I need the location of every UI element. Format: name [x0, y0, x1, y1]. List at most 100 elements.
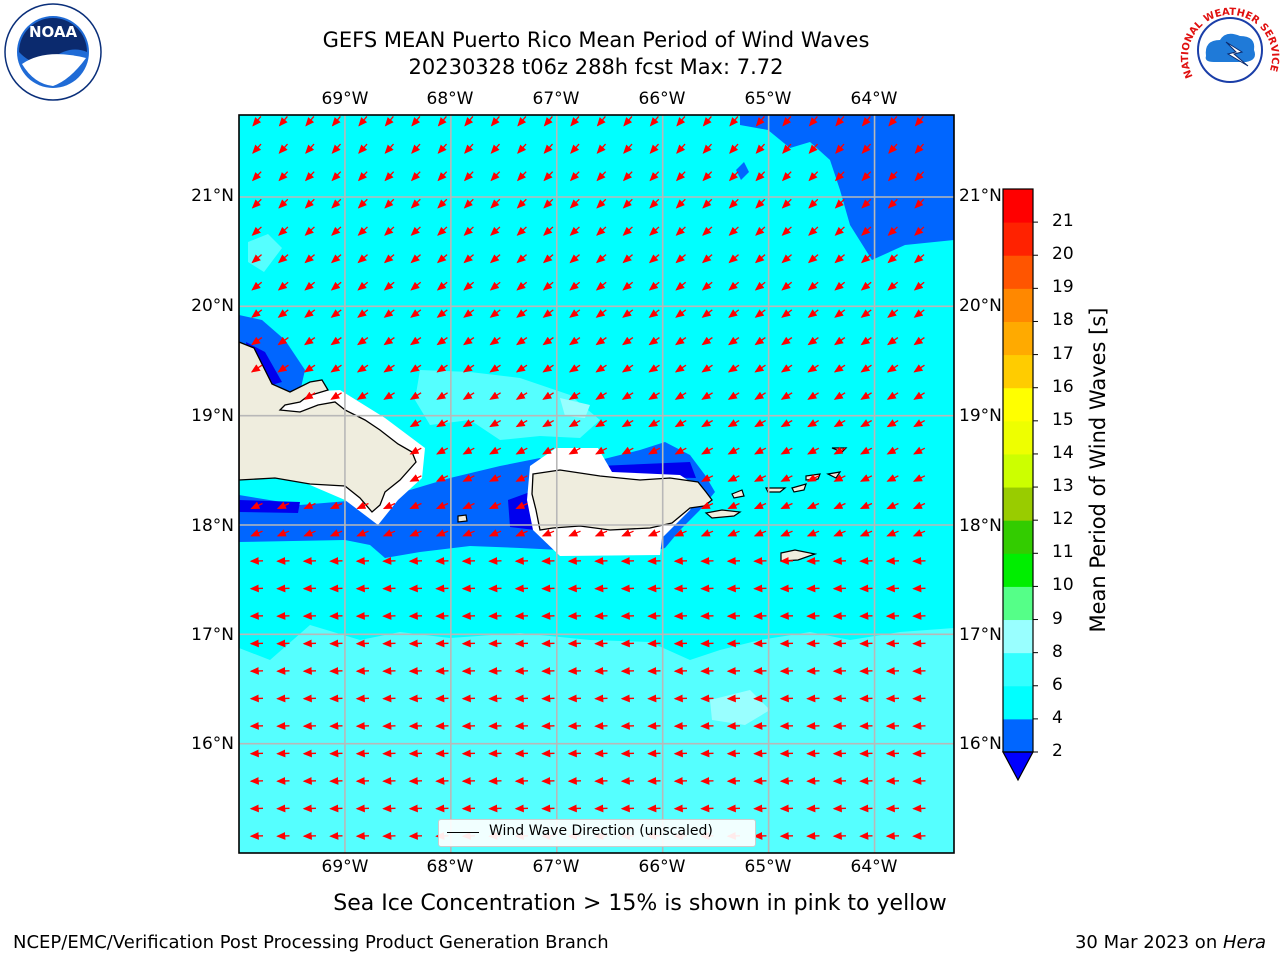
wind-wave-arrow: [409, 501, 422, 510]
wind-wave-arrow: [435, 501, 449, 510]
wind-wave-arrow: [674, 529, 687, 537]
wind-wave-arrow: [568, 529, 581, 537]
wind-wave-arrow: [622, 309, 634, 318]
nws-logo: NATIONAL WEATHER SERVICE: [1180, 4, 1280, 96]
wind-wave-arrow: [728, 254, 739, 264]
wind-wave-arrow: [489, 254, 501, 264]
wind-wave-arrow: [462, 529, 475, 537]
wind-wave-arrow: [304, 198, 315, 209]
wind-wave-arrow: [913, 391, 925, 400]
colorbar-segment: [1003, 420, 1033, 455]
lon-label-bottom: 64°W: [850, 857, 898, 877]
colorbar-segment: [1003, 222, 1033, 256]
wind-wave-arrow: [437, 116, 447, 127]
wind-wave-arrow: [488, 474, 502, 482]
wind-wave-arrow: [595, 391, 607, 400]
wind-wave-arrow: [675, 226, 686, 236]
wind-wave-arrow: [781, 281, 793, 291]
wind-wave-arrow: [489, 419, 502, 428]
wind-wave-arrow: [570, 143, 580, 154]
wind-wave-arrow: [436, 364, 448, 373]
wind-wave-arrow: [753, 474, 767, 482]
wind-wave-arrow: [384, 226, 395, 236]
wind-wave-arrow: [700, 474, 714, 482]
wind-wave-arrow: [781, 309, 793, 318]
wind-wave-arrow: [780, 501, 793, 510]
wind-wave-arrow: [701, 391, 713, 400]
wind-wave-arrow: [914, 198, 925, 209]
lat-label-left: 18°N: [191, 516, 234, 536]
wind-wave-arrow: [833, 364, 846, 373]
wind-wave-arrow: [489, 446, 502, 455]
wind-wave-arrow: [435, 474, 449, 482]
wind-wave-arrow: [806, 501, 820, 510]
wind-wave-arrow: [886, 446, 899, 455]
wind-wave-arrow: [276, 501, 290, 510]
wind-wave-arrow: [356, 529, 369, 537]
lon-label-bottom: 67°W: [532, 857, 580, 877]
wind-wave-arrow: [517, 116, 527, 127]
wind-wave-arrow: [410, 281, 422, 291]
wind-wave-arrow: [436, 254, 448, 264]
wind-wave-arrow: [516, 254, 527, 264]
wind-wave-arrow: [516, 198, 527, 209]
lat-label-right: 17°N: [959, 625, 1002, 645]
wind-wave-arrow: [356, 501, 369, 510]
wind-wave-arrow: [622, 198, 633, 209]
wind-wave-arrow: [330, 364, 342, 373]
chart-title-line2: 20230328 t06z 288h fcst Max: 7.72: [408, 55, 784, 79]
lon-label-top: 68°W: [426, 89, 474, 109]
colorbar-tick-label: 18: [1052, 310, 1074, 331]
wind-wave-arrow: [277, 364, 289, 373]
wind-wave-arrow: [701, 336, 713, 346]
wind-wave-arrow: [250, 501, 263, 510]
wind-wave-arrow: [595, 309, 607, 318]
wind-wave-arrow: [331, 171, 342, 182]
lat-label-right: 16°N: [959, 734, 1002, 754]
wind-wave-arrow: [701, 254, 713, 264]
colorbar: [1001, 188, 1038, 782]
wind-wave-arrow: [463, 281, 475, 291]
wind-wave-arrow: [595, 254, 607, 264]
wind-wave-arrow: [886, 501, 899, 510]
legend-line-sample: [447, 832, 479, 833]
map-frame: [238, 114, 955, 854]
wind-wave-arrow: [410, 171, 421, 182]
credit-date: 30 Mar 2023 on: [1074, 932, 1223, 953]
wind-wave-arrow: [886, 364, 899, 373]
wind-wave-arrow: [886, 391, 899, 400]
wind-wave-arrow: [330, 309, 342, 318]
wind-wave-arrow: [489, 336, 501, 346]
wind-wave-arrow: [675, 336, 687, 346]
wind-wave-arrow: [543, 171, 554, 182]
wind-wave-arrow: [621, 446, 634, 455]
wind-wave-arrow: [806, 474, 820, 482]
colorbar-under-extend: [1001, 751, 1035, 782]
wind-wave-arrow: [728, 171, 739, 182]
wind-wave-arrow: [252, 143, 262, 154]
wind-wave-arrow: [517, 143, 527, 154]
map-legend: Wind Wave Direction (unscaled): [438, 819, 756, 847]
wind-wave-arrow: [357, 226, 368, 236]
wind-wave-arrow: [490, 116, 500, 127]
wind-wave-arrow: [489, 391, 501, 400]
map-area: [239, 115, 954, 853]
lat-label-left: 20°N: [191, 296, 234, 316]
lon-label-top: 65°W: [744, 89, 792, 109]
wind-wave-arrow: [543, 116, 553, 127]
wind-wave-arrow: [596, 116, 606, 127]
credit-right: 30 Mar 2023 on Hera: [1075, 932, 1266, 953]
wind-wave-arrow: [886, 474, 899, 482]
wind-wave-arrow: [834, 198, 845, 209]
wind-wave-arrow: [383, 391, 395, 400]
wind-wave-arrow: [834, 226, 845, 236]
wind-wave-arrow: [648, 254, 660, 264]
wind-wave-arrow: [516, 309, 528, 318]
wind-wave-arrow: [436, 419, 449, 428]
wind-wave-arrow: [648, 336, 660, 346]
colorbar-segment: [1003, 718, 1033, 753]
wind-wave-arrow: [488, 501, 502, 510]
wind-wave-arrow: [782, 143, 792, 154]
wind-wave-arrow: [753, 501, 767, 510]
wind-wave-arrow: [569, 281, 581, 291]
